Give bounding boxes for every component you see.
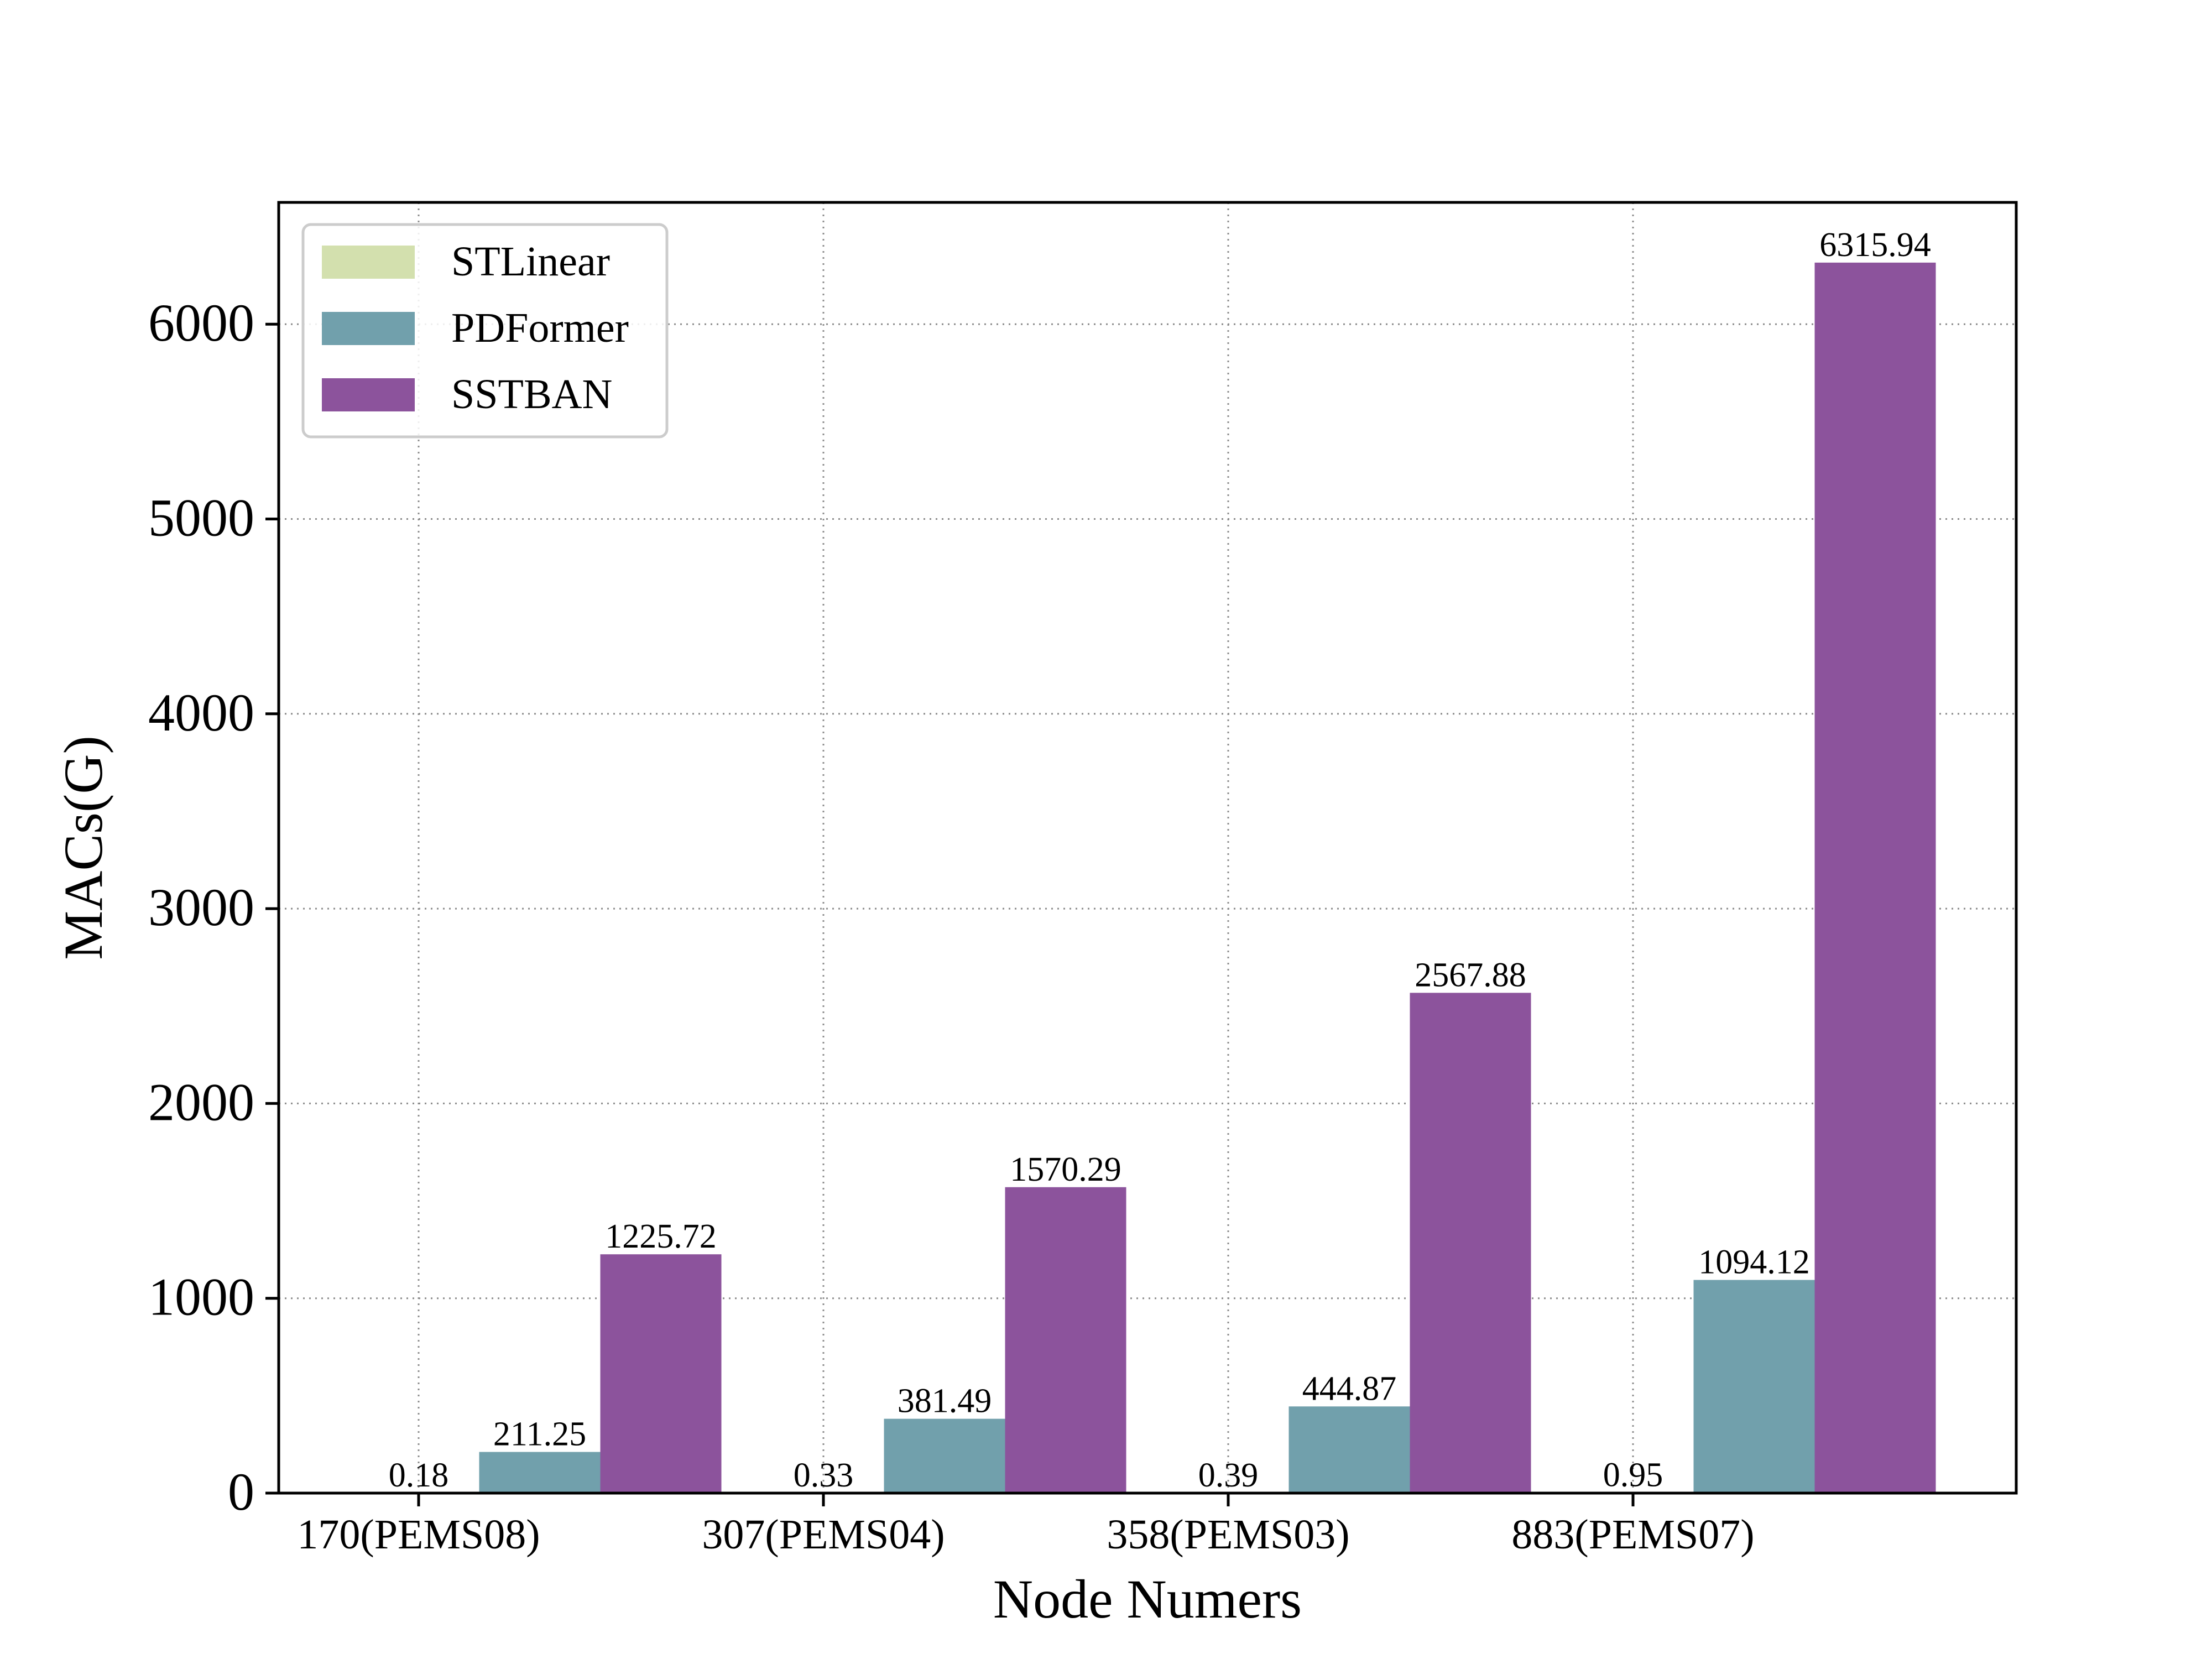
y-tick-label: 4000	[148, 683, 254, 742]
bar-value-label: 381.49	[898, 1383, 992, 1420]
bar-sstban-2	[1410, 993, 1531, 1493]
bar-pdformer-1	[884, 1418, 1005, 1493]
bar-value-label: 0.33	[794, 1457, 854, 1494]
x-tick-label: 170(PEMS08)	[297, 1511, 540, 1558]
legend-label: STLinear	[451, 238, 610, 285]
legend-label: PDFormer	[451, 305, 629, 351]
bar-value-label: 0.18	[389, 1457, 449, 1494]
legend-swatch	[322, 312, 415, 345]
y-tick-label: 2000	[148, 1072, 254, 1131]
bar-value-label: 0.95	[1603, 1457, 1663, 1494]
bar-pdformer-3	[1693, 1280, 1815, 1493]
bar-value-label: 444.87	[1302, 1370, 1397, 1407]
legend: STLinear PDFormer SSTBAN	[301, 223, 669, 439]
bar-value-label: 2567.88	[1415, 956, 1526, 994]
y-tick-label: 6000	[148, 293, 254, 352]
bar-pdformer-2	[1288, 1406, 1410, 1493]
axes	[277, 201, 2018, 1495]
bar-value-labels: 0.18 211.25 1225.72 0.33 381.49 1570.29 0.39 44…	[389, 226, 1931, 1494]
x-tick-label: 883(PEMS07)	[1511, 1511, 1754, 1558]
bar-sstban-0	[600, 1254, 722, 1493]
y-axis-label: MACs(G)	[53, 735, 114, 960]
plot-frame	[277, 201, 2018, 1495]
bar-sstban-3	[1814, 262, 1936, 1494]
y-tick-label: 0	[228, 1462, 254, 1521]
bars	[358, 262, 1936, 1494]
bar-sstban-1	[1005, 1187, 1126, 1493]
x-tick-label: 358(PEMS03)	[1107, 1511, 1349, 1558]
ticks: 0 1000 2000 3000 4000 5000 6000 170(PEMS08) 307(…	[148, 293, 1755, 1558]
legend-swatch	[322, 246, 415, 279]
x-axis-label: Node Numers	[993, 1568, 1302, 1630]
bar-value-label: 1225.72	[605, 1218, 717, 1255]
bar-pdformer-0	[479, 1452, 601, 1493]
x-tick-label: 307(PEMS04)	[702, 1511, 945, 1558]
legend-swatch	[322, 378, 415, 411]
bar-value-label: 1094.12	[1698, 1244, 1810, 1281]
y-tick-label: 1000	[148, 1267, 254, 1327]
y-tick-label: 5000	[148, 488, 254, 547]
bar-value-label: 0.39	[1198, 1457, 1259, 1494]
y-tick-label: 3000	[148, 878, 254, 937]
bar-value-label: 211.25	[493, 1416, 586, 1453]
bar-value-label: 6315.94	[1819, 226, 1931, 264]
legend-label: SSTBAN	[451, 371, 612, 418]
bar-value-label: 1570.29	[1010, 1151, 1121, 1188]
